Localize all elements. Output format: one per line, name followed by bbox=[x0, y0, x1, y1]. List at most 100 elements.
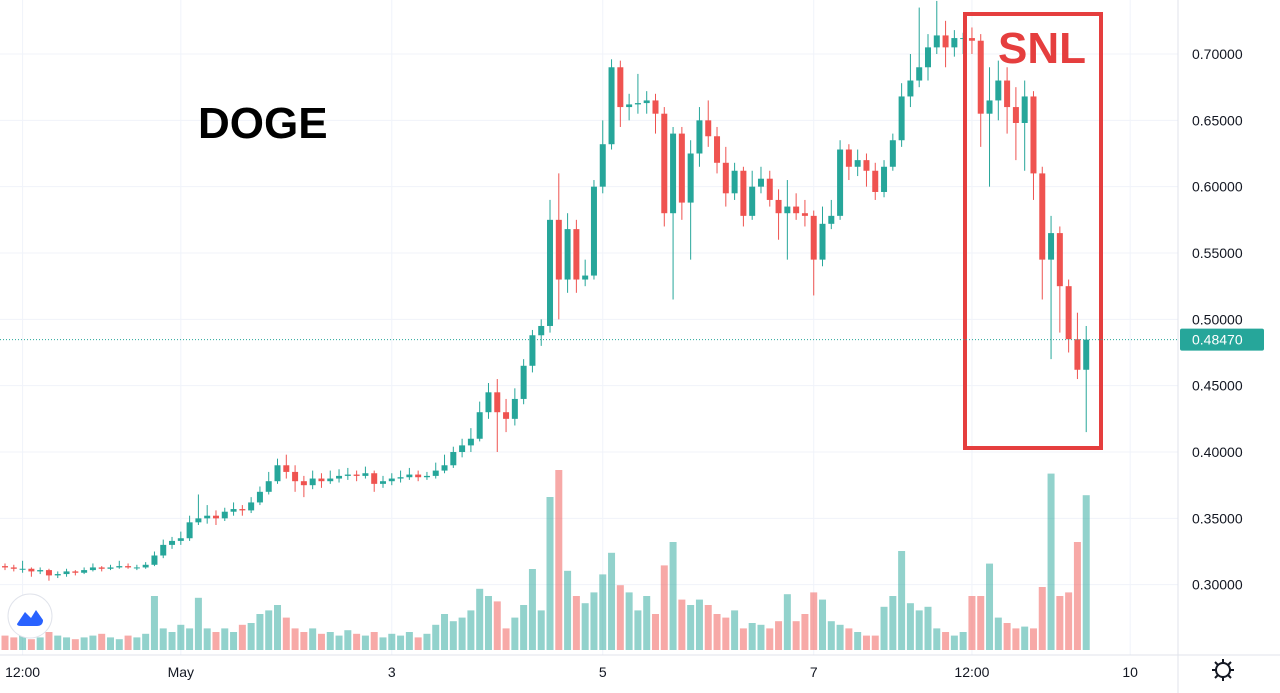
volume-bar bbox=[71, 639, 79, 650]
candle-body bbox=[476, 412, 483, 439]
volume-bar bbox=[142, 633, 150, 650]
volume-bar bbox=[608, 552, 616, 650]
candle-body bbox=[573, 229, 580, 280]
candle-body bbox=[1083, 339, 1090, 370]
candle-body bbox=[353, 474, 360, 476]
volume-bar bbox=[309, 628, 317, 650]
volume-bar bbox=[247, 623, 255, 650]
volume-bar bbox=[880, 606, 888, 650]
candle-body bbox=[1074, 339, 1081, 370]
volume-bar bbox=[159, 628, 167, 650]
volume-bar bbox=[906, 603, 914, 650]
candle-body bbox=[371, 473, 378, 484]
candle-body bbox=[133, 567, 140, 569]
gear-teeth[interactable] bbox=[1212, 659, 1234, 681]
volume-bar bbox=[845, 628, 853, 650]
volume-bar bbox=[819, 599, 827, 650]
volume-bar bbox=[871, 635, 879, 650]
volume-bar bbox=[432, 624, 440, 650]
candle-body bbox=[511, 398, 518, 419]
candle-body bbox=[467, 438, 474, 446]
candle-body bbox=[687, 153, 694, 203]
volume-bar bbox=[63, 637, 71, 650]
candle-body bbox=[714, 136, 721, 163]
volume-bar bbox=[511, 617, 519, 650]
candle-body bbox=[696, 120, 703, 154]
volume-bar bbox=[643, 596, 651, 650]
volume-bar bbox=[98, 633, 106, 650]
volume-bar bbox=[713, 614, 721, 650]
volume-bar bbox=[801, 614, 809, 650]
candle-body bbox=[705, 120, 712, 137]
settings-button[interactable] bbox=[1212, 659, 1234, 681]
volume-layer bbox=[1, 470, 1090, 650]
candle-body bbox=[1065, 286, 1072, 340]
volume-bar bbox=[731, 610, 739, 650]
volume-bar bbox=[827, 621, 835, 650]
candle-body bbox=[986, 100, 993, 114]
volume-bar bbox=[634, 610, 642, 650]
volume-bar bbox=[933, 628, 941, 650]
volume-bar bbox=[1073, 542, 1081, 650]
volume-bar bbox=[441, 614, 449, 650]
candle-body bbox=[72, 571, 79, 573]
volume-bar bbox=[115, 639, 123, 650]
volume-bar bbox=[1038, 587, 1046, 650]
volume-bar bbox=[994, 617, 1002, 650]
candle-body bbox=[547, 219, 554, 326]
logo-icon[interactable] bbox=[17, 610, 43, 626]
volume-bar bbox=[449, 621, 457, 650]
volume-bar bbox=[150, 596, 158, 650]
candle-body bbox=[10, 567, 17, 569]
candle-body bbox=[661, 113, 668, 214]
candle-body bbox=[432, 470, 439, 476]
grid bbox=[0, 0, 1178, 655]
volume-bar bbox=[537, 610, 545, 650]
volume-bar bbox=[792, 621, 800, 650]
candle-body bbox=[89, 567, 96, 571]
volume-bar bbox=[194, 597, 202, 650]
candle-body bbox=[459, 445, 466, 453]
logo[interactable] bbox=[7, 593, 53, 639]
volume-bar bbox=[80, 637, 88, 650]
volume-bar bbox=[423, 633, 431, 650]
volume-bar bbox=[862, 635, 870, 650]
candle-body bbox=[968, 38, 975, 41]
candle-body bbox=[239, 509, 246, 511]
logo-circle[interactable] bbox=[7, 593, 53, 639]
volume-bar bbox=[810, 592, 818, 650]
candle-body bbox=[520, 365, 527, 399]
volume-bar bbox=[502, 628, 510, 650]
volume-bar bbox=[89, 635, 97, 650]
candle-body bbox=[406, 474, 413, 478]
candle-body bbox=[819, 223, 826, 260]
volume-bar bbox=[326, 632, 334, 650]
volume-bar bbox=[54, 635, 62, 650]
candle-body bbox=[212, 515, 219, 519]
volume-bar bbox=[854, 632, 862, 650]
candle-body bbox=[1021, 96, 1028, 123]
candle-body bbox=[54, 574, 61, 576]
volume-bar bbox=[924, 606, 932, 650]
candle-body bbox=[362, 473, 369, 476]
candle-body bbox=[309, 478, 316, 486]
volume-bar bbox=[651, 614, 659, 650]
candle-body bbox=[845, 149, 852, 167]
volume-bar bbox=[889, 596, 897, 650]
candle-body bbox=[151, 555, 158, 565]
candle-body bbox=[256, 491, 263, 503]
volume-bar bbox=[1056, 596, 1064, 650]
volume-bar bbox=[388, 633, 396, 650]
candle-body bbox=[854, 160, 861, 167]
volume-bar bbox=[1012, 628, 1020, 650]
candle-body bbox=[19, 568, 26, 570]
volume-bar bbox=[405, 632, 413, 650]
volume-bar bbox=[274, 605, 282, 650]
candle-body bbox=[485, 392, 492, 413]
candle-body bbox=[107, 567, 114, 569]
candle-body bbox=[344, 474, 351, 476]
x-tick-label: May bbox=[168, 664, 194, 680]
volume-bar bbox=[19, 633, 27, 650]
